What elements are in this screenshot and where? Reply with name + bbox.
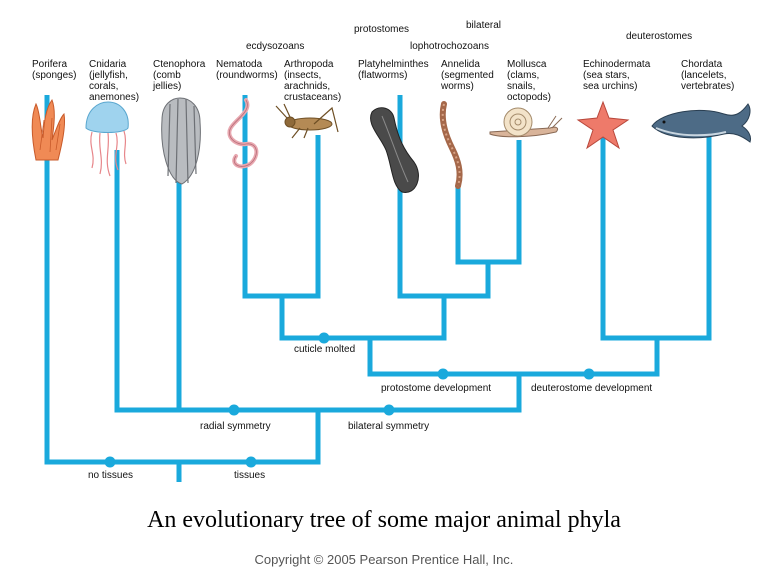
sea-star-illustration <box>576 100 630 150</box>
roundworm-illustration <box>227 98 259 169</box>
copyright-notice: Copyright © 2005 Pearson Prentice Hall, … <box>255 552 514 567</box>
whale-illustration <box>651 103 751 143</box>
group-label-deuterostomes: deuterostomes <box>626 31 692 42</box>
trait-label-cuticle-molted: cuticle molted <box>294 344 355 355</box>
snail-illustration <box>489 107 563 138</box>
segmented-worm-illustration <box>439 101 463 189</box>
node-radial-symmetry <box>228 404 240 416</box>
node-tissues <box>245 456 257 468</box>
phylum-label-nematoda: Nematoda (roundworms) <box>216 59 278 81</box>
node-deuterostome-development <box>583 368 595 380</box>
trait-label-bilateral-symmetry: bilateral symmetry <box>348 421 429 432</box>
phylum-label-echinodermata: Echinodermata (sea stars, sea urchins) <box>583 59 653 92</box>
node-cuticle-molted <box>318 332 330 344</box>
trait-label-tissues: tissues <box>234 470 265 481</box>
flatworm-illustration <box>370 107 419 193</box>
grasshopper-illustration <box>275 103 339 139</box>
group-label-lophotrochozoans: lophotrochozoans <box>410 41 489 52</box>
group-label-protostomes: protostomes <box>354 24 409 35</box>
node-protostome-development <box>437 368 449 380</box>
trait-label-no-tissues: no tissues <box>88 470 133 481</box>
phylum-label-arthropoda: Arthropoda (insects, arachnids, crustace… <box>284 59 341 103</box>
group-label-ecdysozoans: ecdysozoans <box>246 41 304 52</box>
phylum-label-cnidaria: Cnidaria (jellyfish, corals, anemones) <box>89 59 139 103</box>
trait-label-radial-symmetry: radial symmetry <box>200 421 271 432</box>
trait-label-protostome-development: protostome development <box>381 383 491 394</box>
phylum-label-annelida: Annelida (segmented worms) <box>440 59 497 92</box>
jellyfish-illustration <box>85 101 129 177</box>
node-no-tissues <box>104 456 116 468</box>
tree-branches <box>44 95 712 482</box>
phylum-label-porifera: Porifera (sponges) <box>32 59 76 81</box>
phylum-label-mollusca: Mollusca (clams, snails, octopods) <box>507 59 551 103</box>
trait-label-deuterostome-development: deuterostome development <box>531 383 652 394</box>
figure-caption: An evolutionary tree of some major anima… <box>147 507 621 533</box>
phylum-label-platyhelminthes: Platyhelminthes (flatworms) <box>358 59 431 81</box>
comb-jelly-illustration <box>161 97 201 185</box>
group-label-bilateral: bilateral <box>466 20 501 31</box>
sponge-illustration <box>31 98 65 161</box>
phylum-label-chordata: Chordata (lancelets, vertebrates) <box>681 59 734 92</box>
phylum-label-ctenophora: Ctenophora (comb jellies) <box>152 59 208 92</box>
node-bilateral-symmetry <box>383 404 395 416</box>
